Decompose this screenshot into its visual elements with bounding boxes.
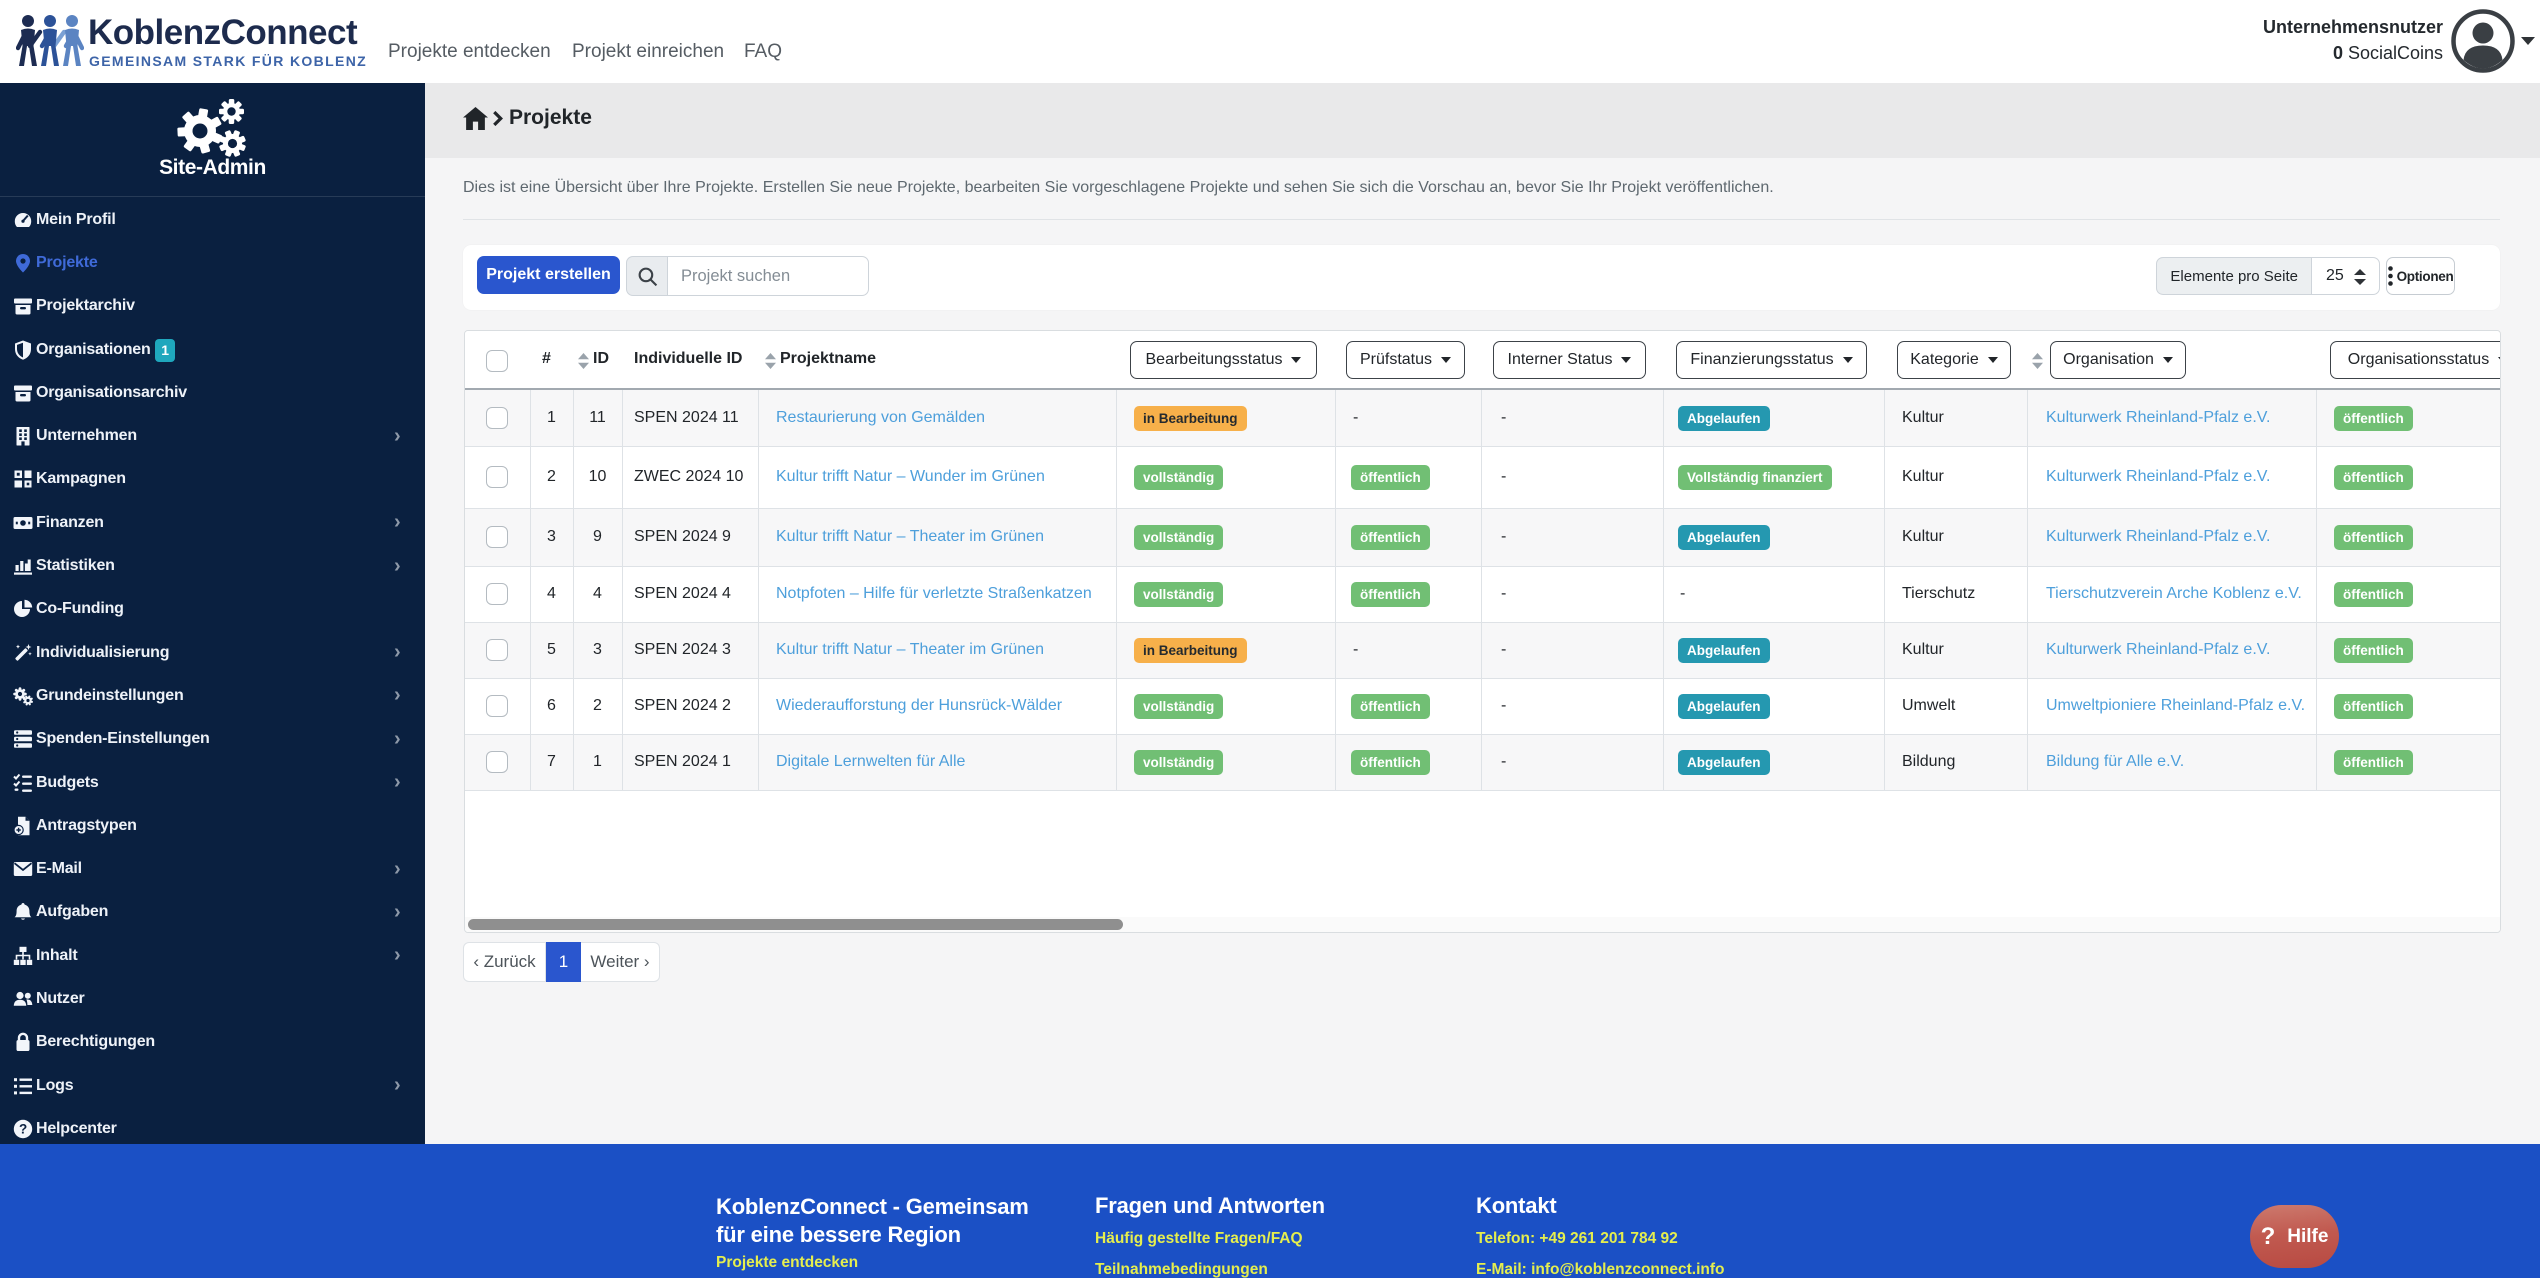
svg-text:?: ? (19, 1121, 27, 1136)
